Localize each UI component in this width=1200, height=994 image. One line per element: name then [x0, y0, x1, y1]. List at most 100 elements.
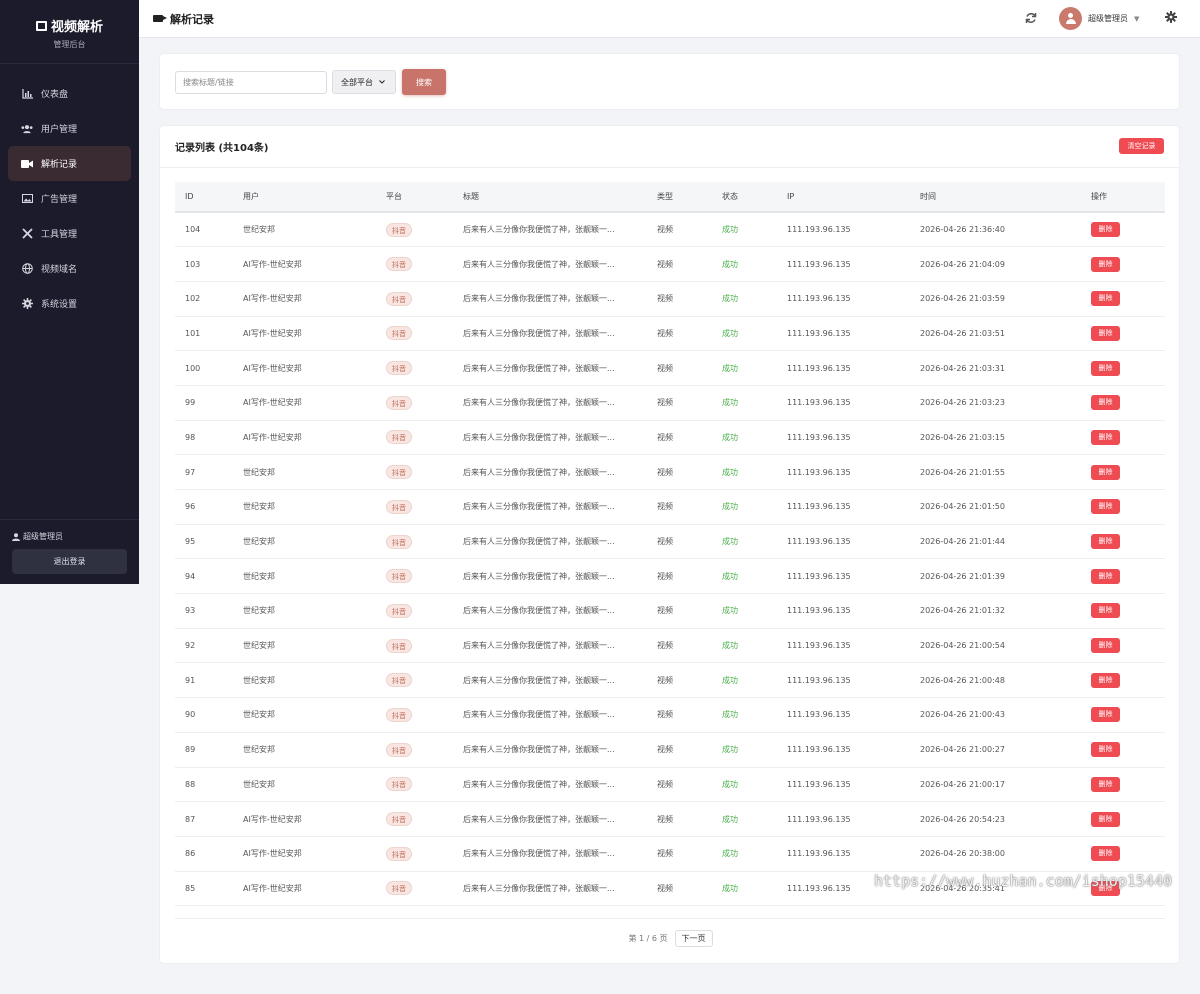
- status-text: 成功: [722, 745, 738, 755]
- cell-text: 视频: [657, 779, 673, 789]
- cell-id: 99: [175, 385, 243, 420]
- platform-tag: 抖音: [386, 673, 412, 688]
- cell-type: 视频: [657, 351, 722, 386]
- sidebar-nav: 仪表盘 用户管理 解析记录 广告管理 工具管理: [0, 64, 139, 321]
- delete-button[interactable]: 删除: [1091, 360, 1120, 376]
- cell-user: 世纪安邦: [243, 455, 386, 490]
- status-text: 成功: [722, 641, 738, 651]
- search-input[interactable]: [175, 71, 327, 94]
- delete-button[interactable]: 删除: [1091, 672, 1120, 688]
- status-text: 成功: [722, 675, 738, 685]
- delete-button[interactable]: 删除: [1091, 534, 1120, 550]
- sidebar-item-users[interactable]: 用户管理: [0, 111, 139, 146]
- logout-button[interactable]: 退出登录: [12, 549, 127, 574]
- status-text: 成功: [722, 606, 738, 616]
- cell-text: 后来有人三分像你我便慌了神，张靓颖一...: [463, 814, 615, 824]
- platform-tag: 抖音: [386, 812, 412, 827]
- delete-button[interactable]: 删除: [1091, 811, 1120, 827]
- cell-text: 视频: [657, 432, 673, 442]
- platform-tag: 抖音: [386, 534, 412, 549]
- delete-button[interactable]: 删除: [1091, 256, 1120, 272]
- cell-text: 89: [185, 745, 196, 755]
- sidebar-item-tools[interactable]: 工具管理: [0, 216, 139, 251]
- status-text: 成功: [722, 363, 738, 373]
- delete-button[interactable]: 删除: [1091, 568, 1120, 584]
- cell-time: 2026-04-26 21:01:32: [920, 594, 1091, 629]
- cell-ip: 111.193.96.135: [787, 247, 920, 282]
- cell-text: 2026-04-26 21:00:27: [920, 745, 1005, 755]
- image-icon: [21, 193, 33, 205]
- cell-ip: 111.193.96.135: [787, 281, 920, 316]
- cell-user: 世纪安邦: [243, 594, 386, 629]
- refresh-icon[interactable]: [1025, 12, 1038, 25]
- cell-time: 2026-04-26 21:01:39: [920, 559, 1091, 594]
- platform-select[interactable]: 全部平台: [332, 70, 396, 94]
- cell-text: 2026-04-26 21:03:51: [920, 328, 1005, 338]
- status-text: 成功: [722, 571, 738, 581]
- cell-text: 111.193.96.135: [787, 883, 851, 893]
- cell-title: 后来有人三分像你我便慌了神，张靓颖一...: [463, 316, 657, 351]
- table-row: 85 AI写作-世纪安邦 抖音 后来有人三分像你我便慌了神，张靓颖一... 视频 成功 11…: [175, 871, 1165, 906]
- sidebar-item-settings[interactable]: 系统设置: [0, 286, 139, 321]
- platform-tag: 抖音: [386, 326, 412, 341]
- cell-text: 2026-04-26 21:00:48: [920, 675, 1005, 685]
- cell-user: 世纪安邦: [243, 628, 386, 663]
- column-header: 标题: [463, 182, 657, 213]
- cell-text: AI写作-世纪安邦: [243, 328, 302, 338]
- page-info: 第 1 / 6 页: [628, 934, 668, 943]
- delete-button[interactable]: 删除: [1091, 429, 1120, 445]
- cell-text: 97: [185, 467, 196, 477]
- cell-text: 111.193.96.135: [787, 259, 851, 269]
- delete-button[interactable]: 删除: [1091, 499, 1120, 515]
- delete-button[interactable]: 删除: [1091, 395, 1120, 411]
- delete-button[interactable]: 删除: [1091, 880, 1120, 896]
- cell-type: 视频: [657, 802, 722, 837]
- cell-text: 2026-04-26 21:00:54: [920, 641, 1005, 651]
- sidebar-item-ads[interactable]: 广告管理: [0, 181, 139, 216]
- cell-user: 世纪安邦: [243, 559, 386, 594]
- cell-title: 后来有人三分像你我便慌了神，张靓颖一...: [463, 663, 657, 698]
- delete-button[interactable]: 删除: [1091, 325, 1120, 341]
- cell-id: 102: [175, 281, 243, 316]
- delete-button[interactable]: 删除: [1091, 603, 1120, 619]
- sidebar-item-records[interactable]: 解析记录: [8, 146, 131, 181]
- status-text: 成功: [722, 883, 738, 893]
- delete-button[interactable]: 删除: [1091, 464, 1120, 480]
- next-page-button[interactable]: 下一页: [674, 930, 713, 947]
- gear-icon[interactable]: [1165, 11, 1177, 27]
- delete-button[interactable]: 删除: [1091, 742, 1120, 758]
- cell-time: 2026-04-26 21:00:48: [920, 663, 1091, 698]
- platform-tag: 抖音: [386, 881, 412, 896]
- delete-button[interactable]: 删除: [1091, 638, 1120, 654]
- cell-time: 2026-04-26 21:00:27: [920, 732, 1091, 767]
- clear-records-button[interactable]: 清空记录: [1119, 138, 1164, 154]
- cell-platform: 抖音: [386, 281, 463, 316]
- delete-button[interactable]: 删除: [1091, 291, 1120, 307]
- cell-action: 删除: [1091, 836, 1165, 871]
- video-icon: [153, 15, 167, 22]
- cell-action: 删除: [1091, 420, 1165, 455]
- cell-text: 111.193.96.135: [787, 779, 851, 789]
- cell-user: AI写作-世纪安邦: [243, 871, 386, 906]
- delete-button[interactable]: 删除: [1091, 707, 1120, 723]
- cell-text: 后来有人三分像你我便慌了神，张靓颖一...: [463, 225, 615, 235]
- cell-text: 世纪安邦: [243, 745, 275, 755]
- user-menu[interactable]: 超级管理员 ▼: [1059, 7, 1139, 30]
- platform-tag: 抖音: [386, 430, 412, 445]
- records-title: 记录列表 (共104条): [175, 143, 269, 154]
- cell-status: 成功: [722, 247, 787, 282]
- records-header: 记录列表 (共104条) 清空记录: [160, 126, 1179, 168]
- cell-text: 93: [185, 606, 196, 616]
- cell-text: AI写作-世纪安邦: [243, 814, 302, 824]
- delete-button[interactable]: 删除: [1091, 222, 1120, 238]
- delete-button[interactable]: 删除: [1091, 776, 1120, 792]
- search-button[interactable]: 搜索: [402, 69, 446, 95]
- sidebar-item-domains[interactable]: 视频域名: [0, 251, 139, 286]
- cell-platform: 抖音: [386, 663, 463, 698]
- sidebar-item-dashboard[interactable]: 仪表盘: [0, 76, 139, 111]
- cell-text: AI写作-世纪安邦: [243, 432, 302, 442]
- cell-text: 视频: [657, 675, 673, 685]
- cell-status: 成功: [722, 316, 787, 351]
- cell-id: 94: [175, 559, 243, 594]
- delete-button[interactable]: 删除: [1091, 846, 1120, 862]
